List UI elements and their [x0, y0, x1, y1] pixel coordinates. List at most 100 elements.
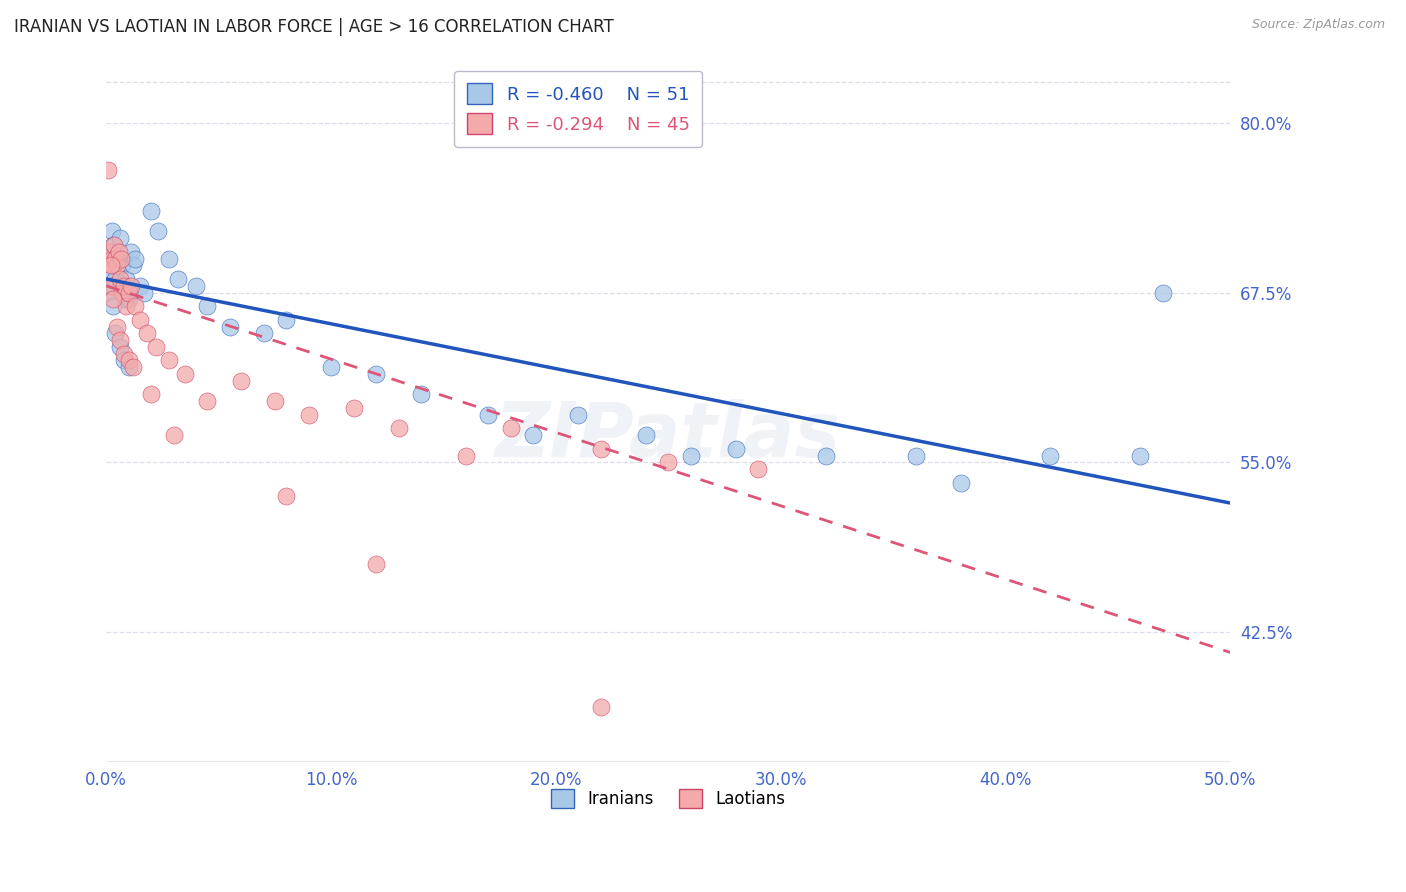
Point	[98, 244, 121, 259]
Point	[104, 272, 127, 286]
Point	[107, 259, 129, 273]
Point	[364, 557, 387, 571]
Point	[112, 353, 135, 368]
Legend: Iranians, Laotians: Iranians, Laotians	[544, 782, 793, 815]
Point	[904, 449, 927, 463]
Point	[108, 272, 131, 286]
Point	[108, 333, 131, 347]
Point	[657, 455, 679, 469]
Point	[100, 244, 122, 259]
Point	[135, 326, 157, 341]
Point	[107, 259, 129, 273]
Point	[252, 326, 274, 341]
Point	[114, 293, 136, 307]
Point	[120, 278, 142, 293]
Point	[112, 285, 135, 300]
Point	[124, 299, 146, 313]
Point	[477, 408, 499, 422]
Text: IRANIAN VS LAOTIAN IN LABOR FORCE | AGE > 16 CORRELATION CHART: IRANIAN VS LAOTIAN IN LABOR FORCE | AGE …	[14, 18, 614, 36]
Point	[104, 252, 127, 266]
Point	[231, 374, 253, 388]
Point	[118, 285, 141, 300]
Point	[101, 238, 124, 252]
Point	[118, 293, 141, 307]
Point	[589, 442, 612, 456]
Point	[107, 252, 129, 266]
Point	[163, 428, 186, 442]
Point	[364, 367, 387, 381]
Point	[274, 312, 297, 326]
Point	[141, 204, 163, 219]
Point	[118, 353, 141, 368]
Point	[174, 367, 197, 381]
Point	[101, 259, 124, 273]
Point	[219, 319, 242, 334]
Point	[103, 238, 125, 252]
Point	[124, 252, 146, 266]
Point	[104, 326, 127, 341]
Point	[108, 340, 131, 354]
Point	[112, 347, 135, 361]
Point	[98, 272, 121, 286]
Point	[112, 278, 135, 293]
Point	[197, 394, 219, 409]
Point	[103, 278, 125, 293]
Point	[145, 340, 167, 354]
Point	[1129, 449, 1152, 463]
Point	[747, 462, 769, 476]
Point	[157, 252, 180, 266]
Point	[111, 259, 134, 273]
Point	[274, 489, 297, 503]
Point	[167, 272, 190, 286]
Text: ZIPatlas: ZIPatlas	[495, 399, 841, 473]
Point	[499, 421, 522, 435]
Point	[454, 449, 477, 463]
Point	[101, 299, 124, 313]
Point	[101, 252, 124, 266]
Point	[387, 421, 409, 435]
Point	[101, 225, 124, 239]
Point	[134, 285, 156, 300]
Point	[157, 353, 180, 368]
Point	[115, 272, 138, 286]
Point	[100, 278, 122, 293]
Point	[186, 278, 208, 293]
Point	[197, 299, 219, 313]
Point	[111, 285, 134, 300]
Point	[567, 408, 589, 422]
Point	[724, 442, 747, 456]
Point	[97, 163, 120, 178]
Point	[120, 244, 142, 259]
Point	[122, 360, 145, 375]
Point	[129, 278, 152, 293]
Point	[319, 360, 342, 375]
Point	[118, 360, 141, 375]
Point	[110, 278, 132, 293]
Point	[122, 259, 145, 273]
Point	[112, 278, 135, 293]
Point	[679, 449, 702, 463]
Point	[97, 285, 120, 300]
Point	[409, 387, 432, 401]
Point	[949, 475, 972, 490]
Point	[101, 293, 124, 307]
Point	[634, 428, 657, 442]
Point	[342, 401, 364, 415]
Point	[129, 312, 152, 326]
Point	[141, 387, 163, 401]
Point	[146, 225, 169, 239]
Point	[1152, 285, 1174, 300]
Point	[589, 699, 612, 714]
Point	[263, 394, 285, 409]
Point	[522, 428, 544, 442]
Point	[814, 449, 837, 463]
Point	[107, 319, 129, 334]
Point	[107, 244, 129, 259]
Point	[110, 252, 132, 266]
Point	[115, 299, 138, 313]
Text: Source: ZipAtlas.com: Source: ZipAtlas.com	[1251, 18, 1385, 31]
Point	[100, 259, 122, 273]
Point	[108, 231, 131, 245]
Point	[1039, 449, 1062, 463]
Point	[297, 408, 319, 422]
